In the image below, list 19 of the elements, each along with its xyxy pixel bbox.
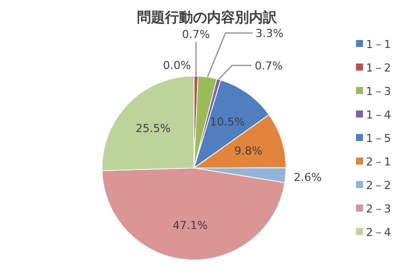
legend-label: 1－3 [366,85,391,98]
chart-title: 問題行動の内容別内訳 [137,9,278,26]
legend-label: 1－1 [366,38,391,51]
data-label: 0.7% [254,59,283,72]
data-label: 25.5% [136,122,171,136]
text: 0.0% [163,59,191,72]
data-label: 10.5% [210,116,245,129]
legend-label: 1－4 [366,108,391,122]
data-label: 0.7% [182,28,210,42]
data-label: 47.1% [172,218,208,232]
legend-label: 1－2 [366,62,391,74]
legend-label: 2－3 [366,202,391,216]
data-label: 2.6% [294,171,322,184]
data-label: 9.8% [234,144,262,158]
legend-label: 2－1 [366,156,391,168]
data-label: 3.3% [256,26,284,40]
legend-label: 2－4 [366,226,391,239]
legend-label: 2－2 [366,179,391,192]
legend-label: 1－5 [366,132,391,145]
